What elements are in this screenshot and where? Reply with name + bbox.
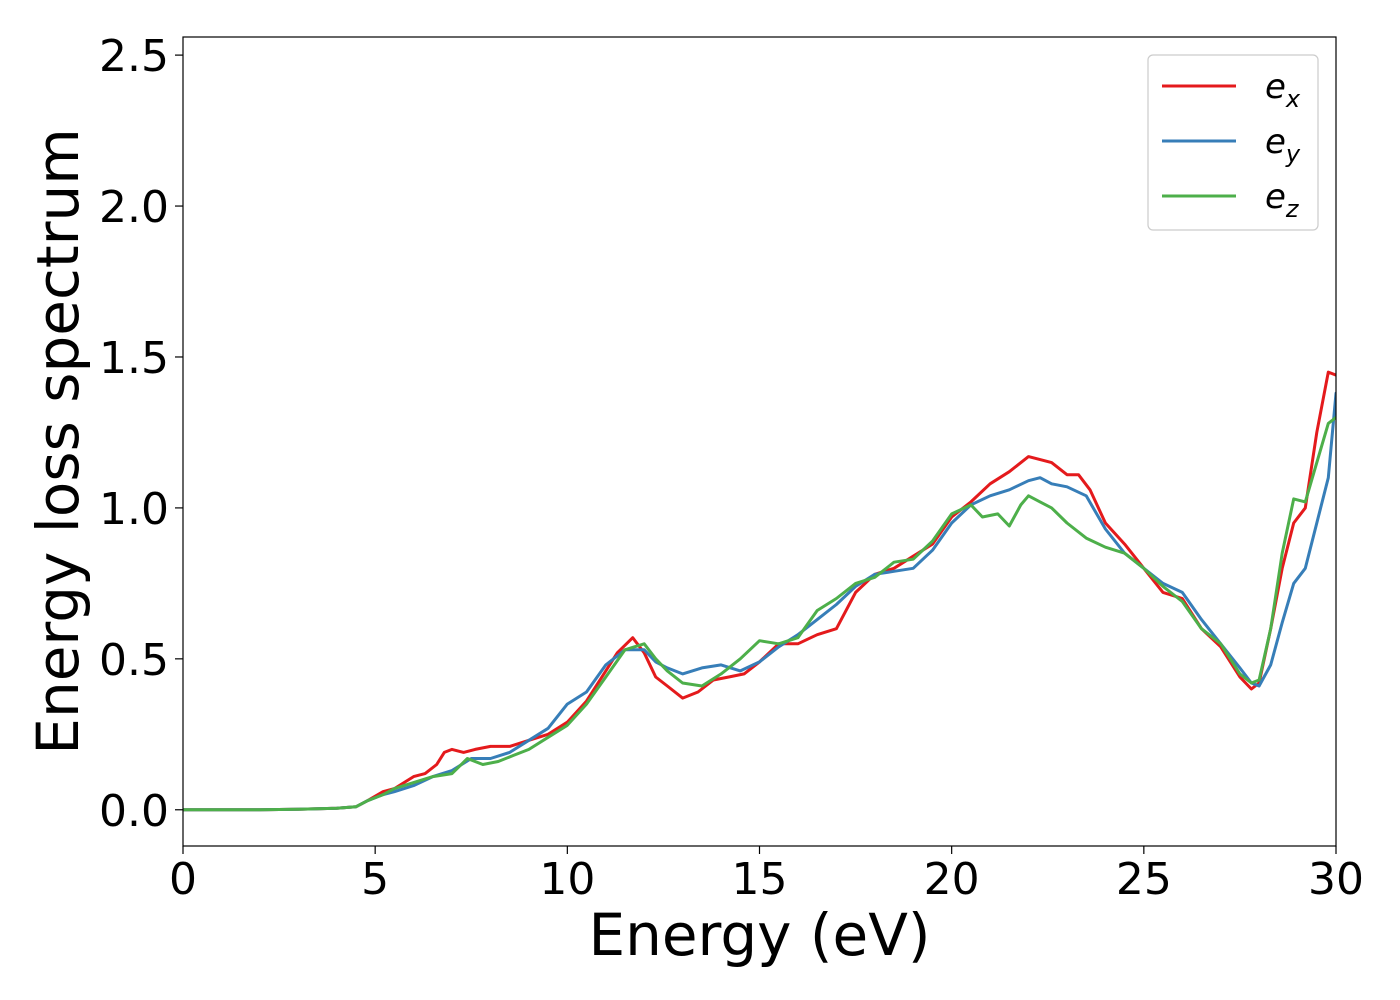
y-tick-label: 1.5: [99, 333, 169, 384]
x-tick-label: 10: [539, 854, 595, 905]
x-tick-label: 0: [169, 854, 197, 905]
legend-label-e-y: ey: [1265, 122, 1301, 168]
x-axis-title: Energy (eV): [588, 901, 930, 969]
series-line-e-z: [183, 415, 1336, 812]
legend: ex ey ez: [1147, 54, 1319, 231]
y-tick-label: 2.5: [99, 31, 169, 82]
x-axis: 0 5 10 15 20 25 30: [169, 846, 1364, 905]
x-tick-label: 25: [1116, 854, 1172, 905]
y-tick-label: 1.0: [99, 484, 169, 535]
series-line-e-y: [183, 391, 1336, 812]
x-tick-label: 20: [924, 854, 980, 905]
y-axis: 0.0 0.5 1.0 1.5 2.0 2.5: [99, 31, 183, 837]
y-axis-title: Energy loss spectrum: [24, 128, 92, 754]
x-tick-label: 5: [361, 854, 389, 905]
legend-label-e-z: ez: [1265, 177, 1300, 223]
y-tick-label: 0.0: [99, 786, 169, 837]
y-tick-label: 0.5: [99, 635, 169, 686]
series-layer: [183, 370, 1336, 812]
y-tick-label: 2.0: [99, 182, 169, 233]
x-tick-label: 30: [1308, 854, 1364, 905]
legend-label-e-x: ex: [1265, 67, 1301, 113]
x-tick-label: 15: [732, 854, 788, 905]
